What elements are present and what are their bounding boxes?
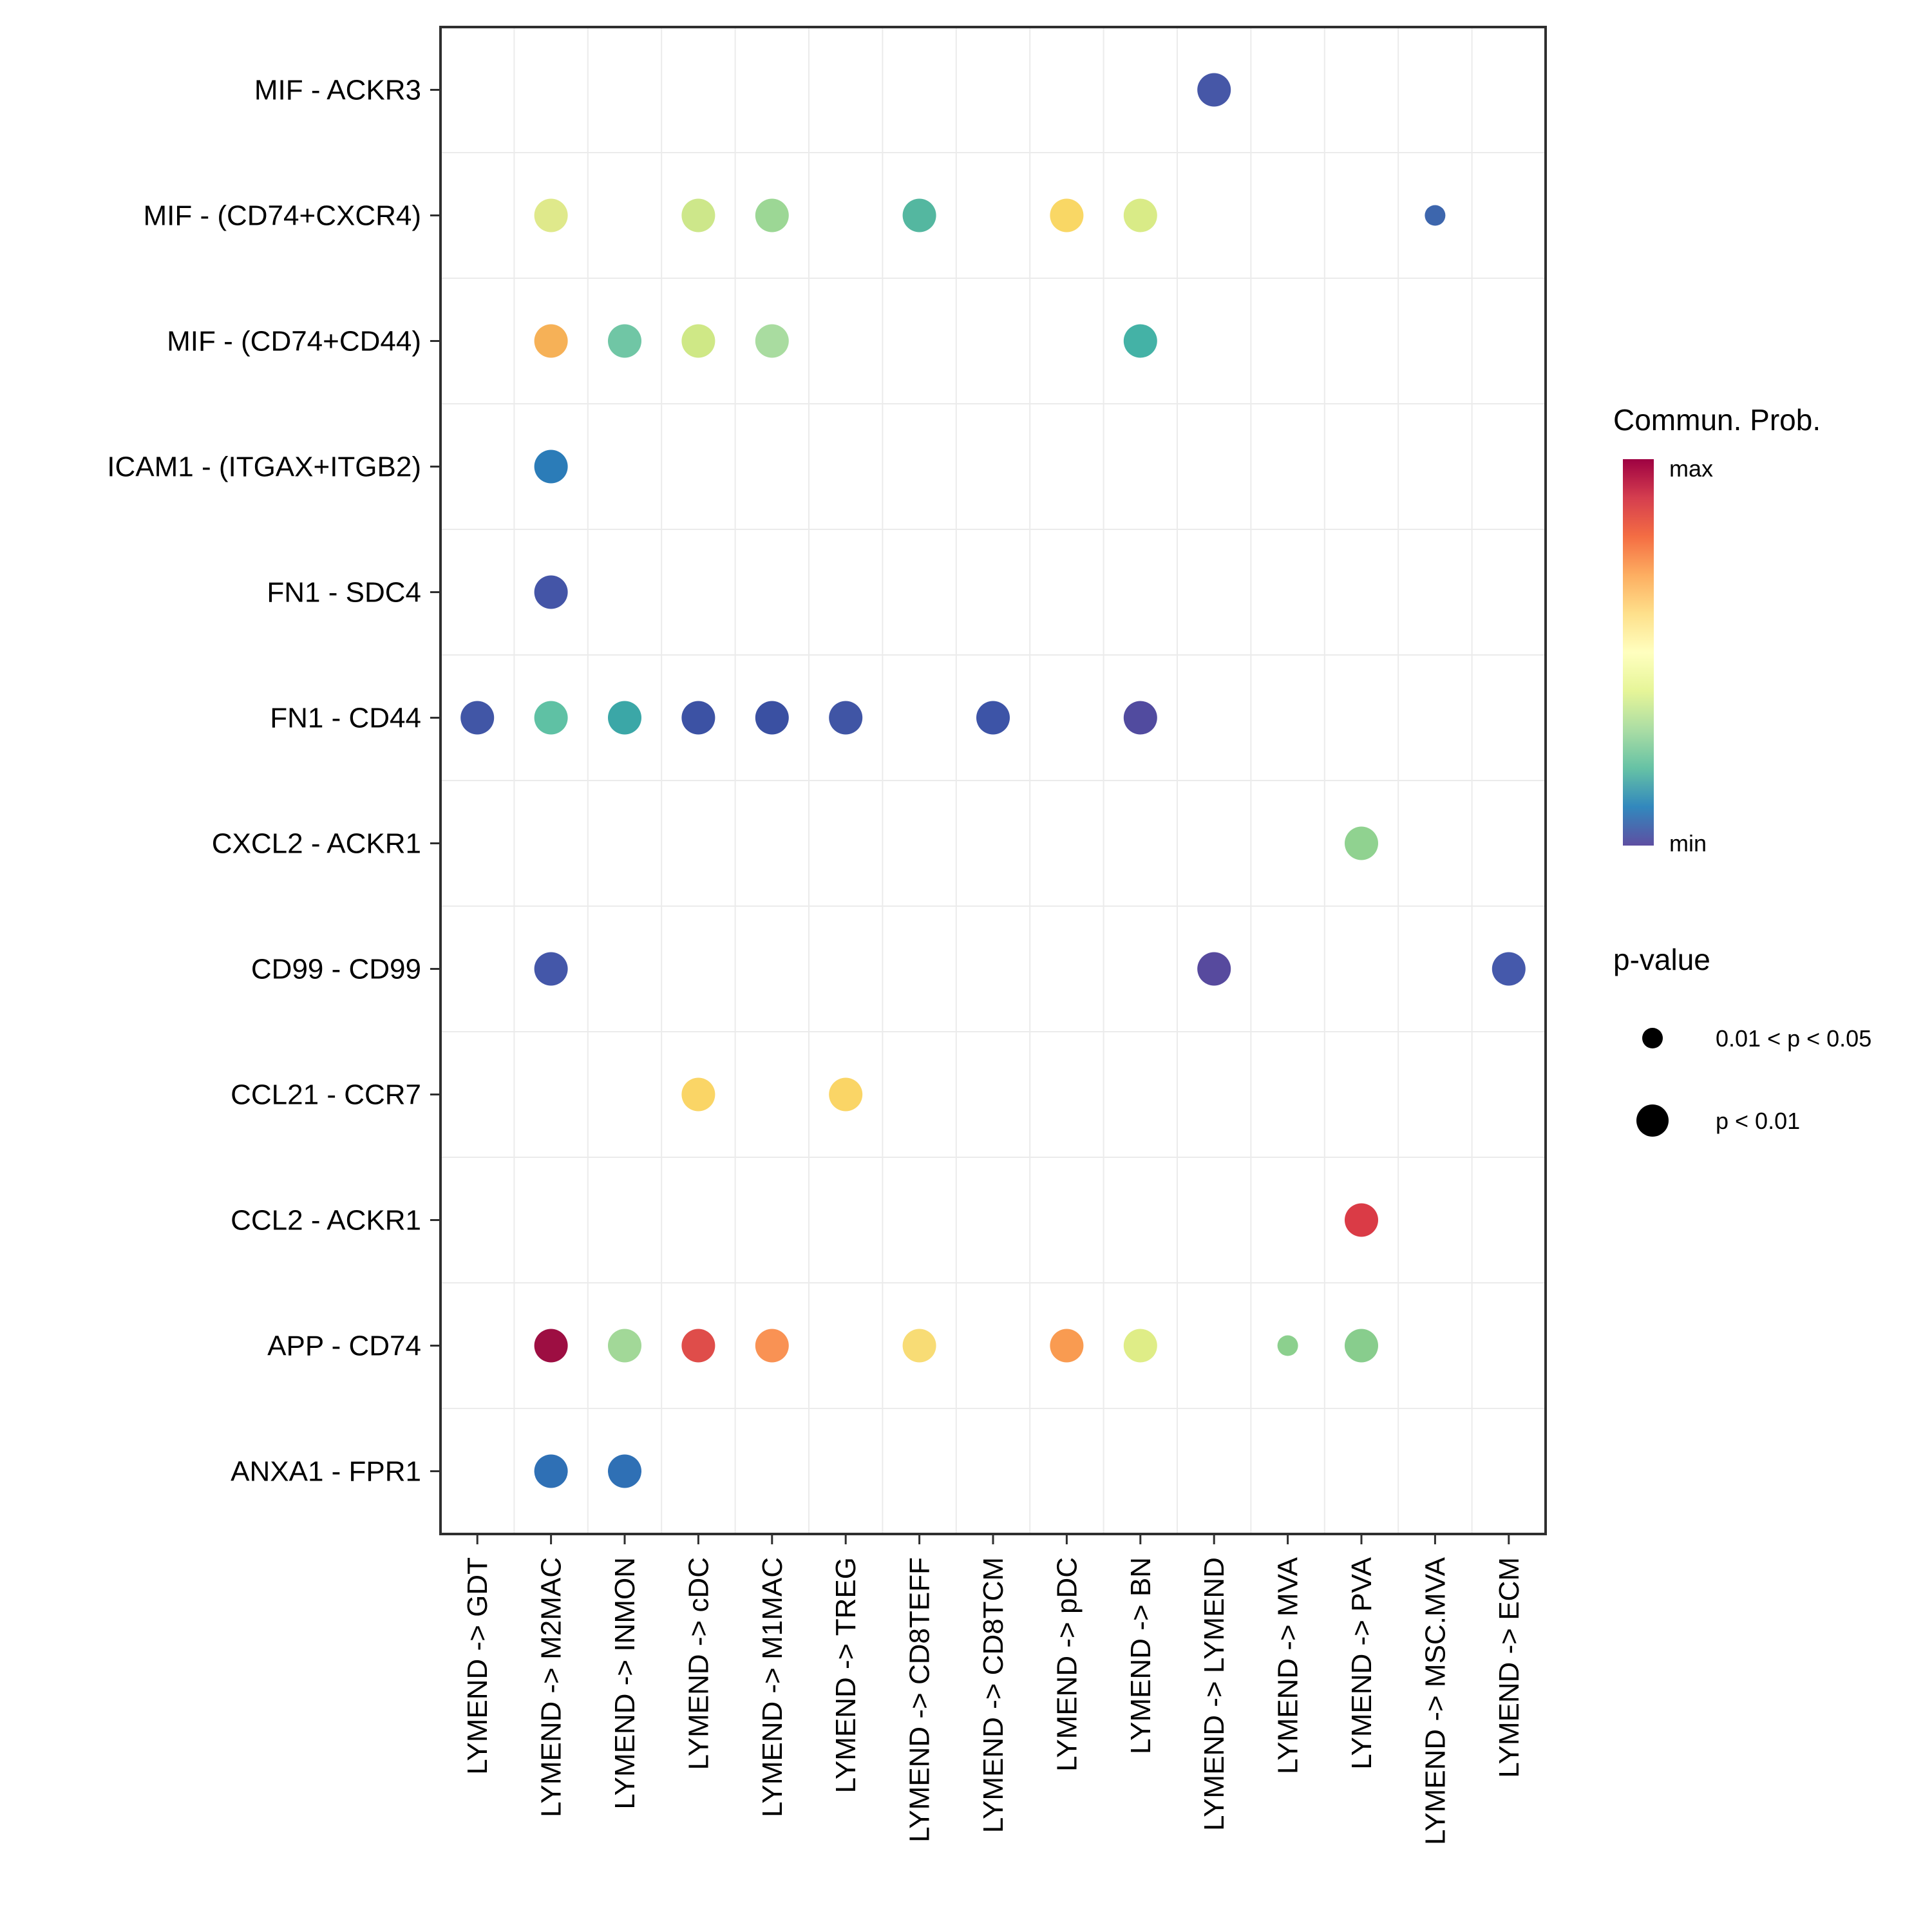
dot (534, 701, 568, 735)
y-tick-label: FN1 - CD44 (270, 703, 421, 734)
dot (1345, 1203, 1378, 1237)
y-tick-label: CCL2 - ACKR1 (231, 1205, 421, 1236)
dot (1492, 952, 1526, 986)
dot (1345, 826, 1378, 860)
pvalue-legend-dot (1642, 1028, 1663, 1048)
dot (608, 324, 641, 358)
x-tick-label: LYMEND -> BN (1125, 1557, 1157, 1754)
color-legend-max-label: max (1669, 455, 1713, 482)
dot (1050, 198, 1084, 232)
dot (1197, 73, 1231, 107)
y-tick-label: ICAM1 - (ITGAX+ITGB2) (107, 451, 421, 483)
dot (534, 575, 568, 609)
dot (902, 1329, 936, 1363)
y-tick-label: ANXA1 - FPR1 (231, 1456, 421, 1488)
x-tick-label: LYMEND -> pDC (1051, 1557, 1083, 1772)
x-tick-label: LYMEND -> TREG (830, 1557, 862, 1793)
pvalue-legend-dot (1636, 1104, 1669, 1137)
pvalue-legend: p-value 0.01 < p < 0.05 p < 0.01 (1613, 943, 1871, 1137)
dot (755, 701, 789, 735)
dot (460, 701, 495, 735)
dot (1123, 1329, 1157, 1363)
x-tick-label: LYMEND -> M1MAC (757, 1557, 788, 1817)
x-tick-label: LYMEND -> CD8TCM (978, 1557, 1009, 1833)
dot (755, 1329, 789, 1363)
dot (1425, 205, 1446, 226)
pvalue-legend-title: p-value (1613, 943, 1710, 976)
x-tick-label: LYMEND -> cDC (683, 1557, 714, 1770)
y-tick-label: CCL21 - CCR7 (231, 1079, 421, 1111)
color-gradient-bar (1623, 459, 1654, 846)
dot (1123, 198, 1157, 232)
y-tick-label: MIF - (CD74+CXCR4) (144, 200, 422, 232)
dot (608, 701, 641, 735)
dot (681, 701, 715, 735)
dot (534, 1329, 568, 1363)
dot (681, 198, 715, 232)
color-legend: Commun. Prob. max min (1613, 403, 1821, 857)
y-tick-label: APP - CD74 (267, 1331, 421, 1362)
x-tick-label: LYMEND -> M2MAC (536, 1557, 567, 1817)
dot (1050, 1329, 1084, 1363)
color-legend-title: Commun. Prob. (1613, 403, 1821, 437)
dot (681, 324, 715, 358)
dot (534, 1454, 568, 1488)
dot (829, 701, 863, 735)
x-axis: LYMEND -> GDT LYMEND -> M2MAC LYMEND -> IN… (462, 1534, 1525, 1845)
dot (1345, 1329, 1378, 1363)
dot (829, 1077, 863, 1112)
y-tick-label: MIF - ACKR3 (254, 75, 421, 106)
y-tick-label: FN1 - SDC4 (267, 577, 421, 609)
dot (1123, 701, 1157, 735)
x-tick-label: LYMEND -> CD8TEFF (904, 1557, 936, 1842)
x-tick-label: LYMEND -> MSC.MVA (1419, 1557, 1451, 1845)
dot (534, 198, 568, 232)
dot (534, 952, 568, 986)
dot-series (460, 73, 1526, 1488)
dot (608, 1454, 641, 1488)
dot (608, 1329, 641, 1363)
dot (534, 324, 568, 358)
dot (755, 198, 789, 232)
dot (681, 1329, 715, 1363)
dot (534, 450, 568, 484)
x-tick-label: LYMEND -> PVA (1346, 1557, 1378, 1769)
dot (1123, 324, 1157, 358)
y-tick-label: CD99 - CD99 (251, 954, 421, 985)
pvalue-legend-label: 0.01 < p < 0.05 (1716, 1025, 1871, 1052)
x-tick-label: LYMEND -> MVA (1273, 1557, 1304, 1774)
x-tick-label: LYMEND -> GDT (462, 1557, 493, 1775)
y-tick-label: CXCL2 - ACKR1 (212, 828, 421, 860)
y-axis: MIF - ACKR3 MIF - (CD74+CXCR4) MIF - (CD74… (107, 75, 440, 1488)
x-tick-label: LYMEND -> ECM (1493, 1557, 1525, 1778)
dot (976, 701, 1010, 735)
gridlines (440, 27, 1546, 1534)
dot (902, 198, 936, 232)
x-tick-label: LYMEND -> LYMEND (1198, 1557, 1230, 1831)
color-legend-min-label: min (1669, 830, 1707, 857)
x-tick-label: LYMEND -> INMON (609, 1557, 641, 1810)
pvalue-legend-label: p < 0.01 (1716, 1108, 1800, 1134)
y-tick-label: MIF - (CD74+CD44) (167, 326, 421, 357)
dot (1197, 952, 1231, 986)
dot (1277, 1335, 1298, 1356)
dot (755, 324, 789, 358)
dot (681, 1077, 715, 1112)
